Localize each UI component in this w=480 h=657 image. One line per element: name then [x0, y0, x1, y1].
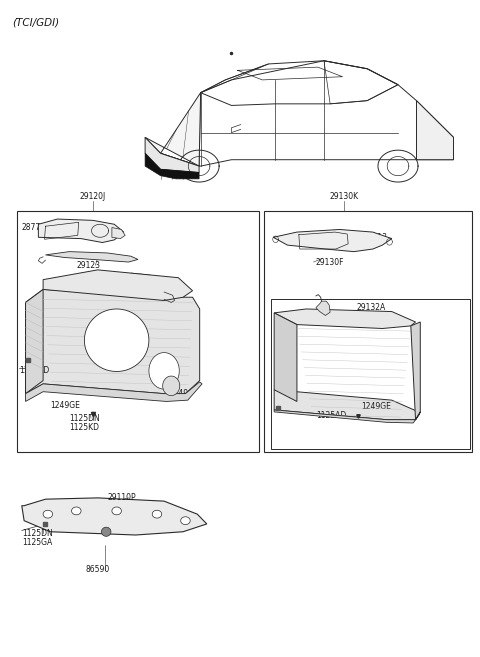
- Polygon shape: [72, 507, 81, 515]
- Text: 29123: 29123: [76, 261, 100, 270]
- Text: 29149: 29149: [164, 389, 188, 398]
- Text: 29110P: 29110P: [107, 493, 136, 503]
- Polygon shape: [145, 60, 454, 166]
- Text: 1125DN: 1125DN: [69, 414, 100, 423]
- Polygon shape: [25, 290, 43, 394]
- Polygon shape: [417, 101, 454, 160]
- Polygon shape: [163, 376, 180, 396]
- Text: 28772: 28772: [22, 223, 46, 232]
- Polygon shape: [84, 309, 149, 371]
- Bar: [17, 212, 259, 452]
- Polygon shape: [274, 309, 416, 328]
- Polygon shape: [411, 322, 420, 420]
- Bar: [264, 212, 472, 452]
- Polygon shape: [43, 510, 53, 518]
- Text: 1125DN: 1125DN: [22, 529, 52, 538]
- Text: 86590: 86590: [86, 565, 110, 574]
- Text: 1249GE: 1249GE: [50, 401, 80, 410]
- Text: 28913: 28913: [363, 233, 387, 242]
- Polygon shape: [180, 517, 190, 524]
- Polygon shape: [145, 137, 199, 173]
- Text: 1125AD: 1125AD: [19, 367, 49, 375]
- Polygon shape: [131, 273, 169, 292]
- Polygon shape: [274, 390, 420, 420]
- Polygon shape: [112, 227, 125, 238]
- Polygon shape: [43, 270, 192, 300]
- Polygon shape: [101, 527, 111, 536]
- Text: 1125GA: 1125GA: [22, 537, 52, 547]
- Polygon shape: [25, 382, 202, 401]
- Polygon shape: [273, 229, 392, 252]
- Polygon shape: [274, 313, 297, 401]
- Text: (TCI/GDI): (TCI/GDI): [12, 17, 60, 27]
- Text: 1125AD: 1125AD: [316, 411, 346, 420]
- Polygon shape: [38, 219, 124, 242]
- Polygon shape: [145, 93, 201, 166]
- Bar: [271, 299, 470, 449]
- Polygon shape: [316, 301, 330, 315]
- Polygon shape: [22, 498, 207, 535]
- Text: 29122B: 29122B: [138, 282, 167, 290]
- Text: 29130F: 29130F: [316, 258, 345, 267]
- Polygon shape: [274, 410, 420, 423]
- Polygon shape: [25, 290, 200, 394]
- Text: 29130K: 29130K: [330, 193, 359, 202]
- Polygon shape: [112, 507, 121, 515]
- Polygon shape: [149, 353, 179, 389]
- Text: 1125KD: 1125KD: [69, 423, 99, 432]
- Polygon shape: [152, 510, 162, 518]
- Text: 29132A: 29132A: [356, 303, 385, 312]
- Text: 1249GE: 1249GE: [361, 402, 391, 411]
- Polygon shape: [46, 252, 138, 262]
- Polygon shape: [145, 153, 199, 179]
- Text: 29120J: 29120J: [80, 193, 106, 202]
